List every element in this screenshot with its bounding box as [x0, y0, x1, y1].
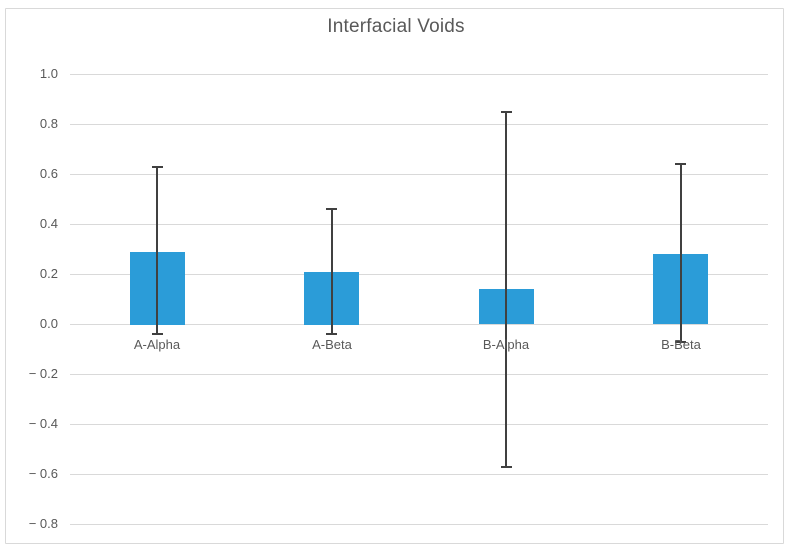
x-category-label: B-Beta	[661, 337, 701, 352]
y-tick-label: 0.6	[39, 166, 58, 181]
error-bar-cap-top	[675, 163, 686, 165]
error-bar-cap-top	[501, 111, 512, 113]
gridline	[70, 74, 768, 75]
gridline	[70, 374, 768, 375]
error-bar-cap-bottom	[501, 466, 512, 468]
gridline	[70, 424, 768, 425]
y-tick-label: − 0.4	[28, 416, 58, 431]
x-category-label: A-Alpha	[133, 337, 181, 352]
gridline	[70, 274, 768, 275]
error-bar-cap-bottom	[675, 341, 686, 343]
y-tick-label: − 0.8	[28, 516, 58, 531]
x-category-label: B-Alpha	[482, 337, 530, 352]
gridline	[70, 224, 768, 225]
error-bar-line	[680, 164, 682, 342]
y-tick-label: 0.2	[39, 266, 58, 281]
y-tick-label: 0.4	[39, 216, 58, 231]
error-bar-cap-bottom	[326, 333, 337, 335]
y-tick-label: − 0.6	[28, 466, 58, 481]
gridline	[70, 324, 768, 325]
error-bar-cap-bottom	[152, 333, 163, 335]
error-bar-cap-top	[326, 208, 337, 210]
gridline	[70, 524, 768, 525]
error-bar-line	[505, 112, 507, 467]
error-bar-cap-top	[152, 166, 163, 168]
gridline	[70, 174, 768, 175]
y-tick-label: 0.0	[39, 316, 58, 331]
x-category-label: A-Beta	[312, 337, 352, 352]
chart-border	[5, 8, 784, 544]
gridline	[70, 124, 768, 125]
y-tick-label: − 0.2	[28, 366, 58, 381]
gridline	[70, 474, 768, 475]
y-tick-label: 0.8	[39, 116, 58, 131]
y-tick-label: 1.0	[39, 66, 58, 81]
chart-title: Interfacial Voids	[327, 16, 465, 37]
error-bar-line	[156, 167, 158, 335]
error-bar-line	[331, 209, 333, 334]
